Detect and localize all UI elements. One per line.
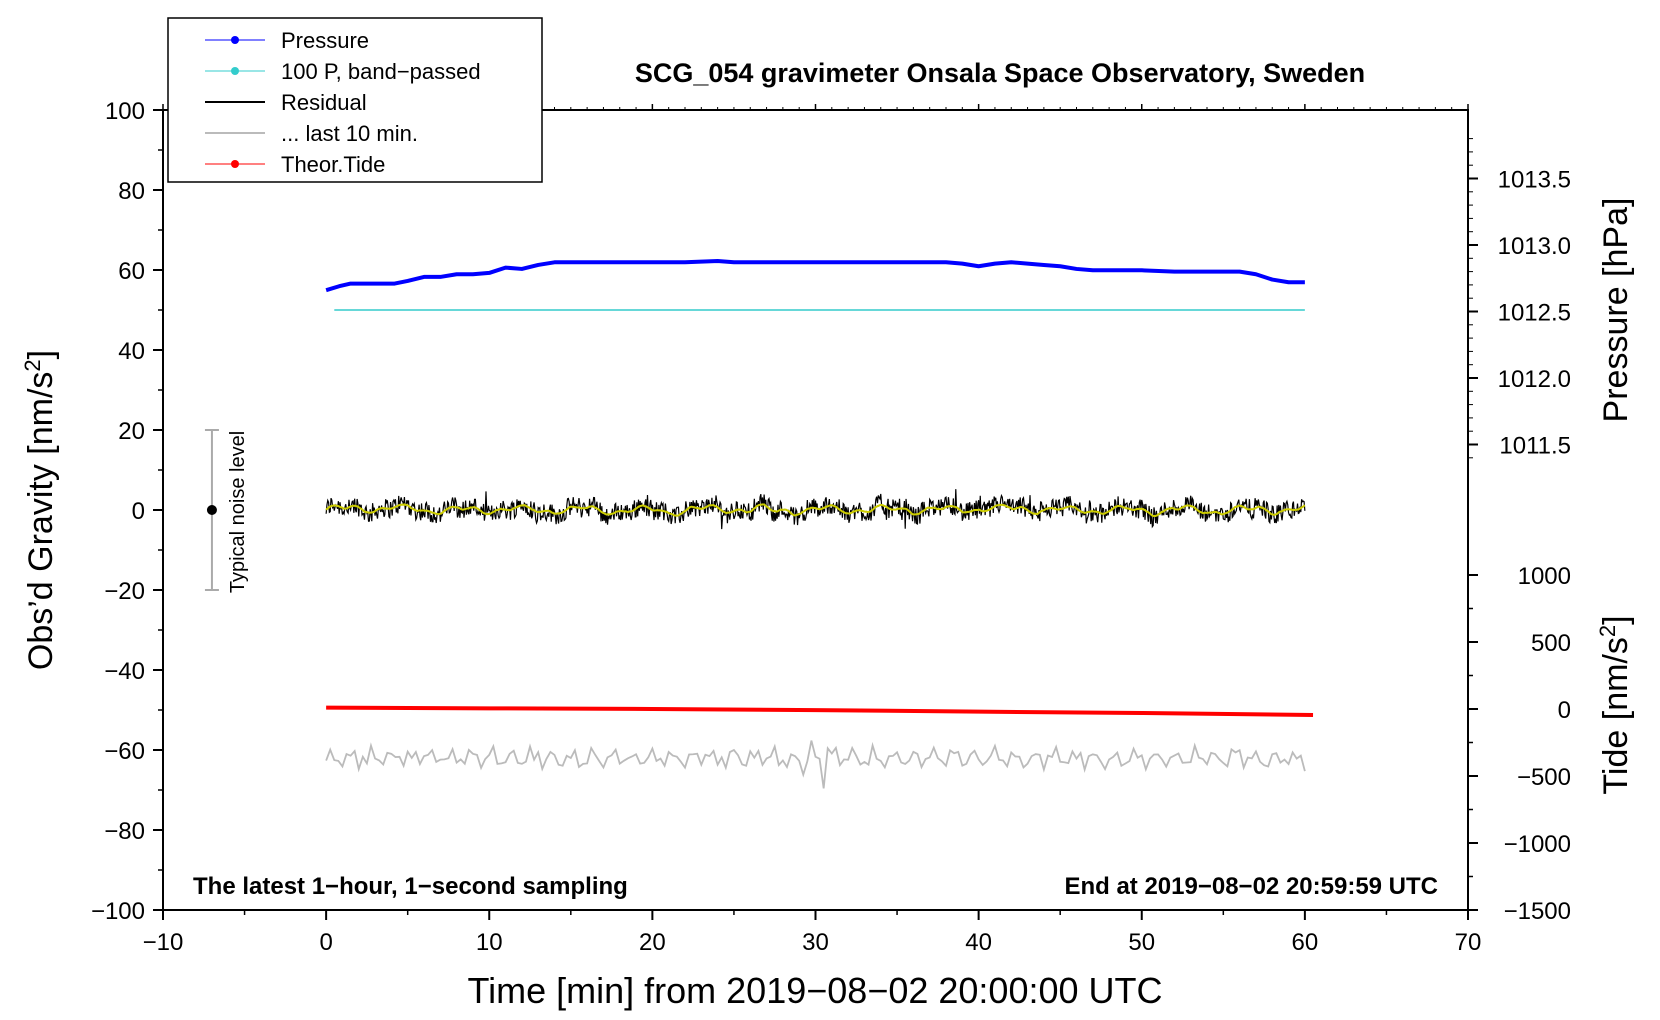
y-axis-label-sup: 2	[20, 359, 45, 371]
axis-ticks: −10 0 10 20 30 40 50 60 70−100−80−60−40−20020406…	[91, 98, 1571, 956]
legend-marker	[231, 36, 239, 44]
pressure-tick-label: 1011.5	[1499, 433, 1571, 460]
pressure-tick-label: 1013.5	[1498, 167, 1571, 194]
y-tick-label: 20	[118, 418, 145, 445]
y-tick-label: −80	[104, 818, 145, 845]
legend-marker	[231, 67, 239, 75]
x-tick-label: 40	[965, 929, 992, 956]
bottom-left-note: The latest 1−hour, 1−second sampling	[193, 873, 628, 900]
legend-box	[167, 17, 543, 183]
legend-items: Pressure 100 P, band−passed Residual ... la…	[205, 28, 481, 177]
y-tick-label: −60	[104, 738, 145, 765]
tide-tick-label: −500	[1517, 764, 1571, 791]
tide-tick-label: 1000	[1518, 563, 1571, 590]
noise-indicator: Typical noise level	[204, 429, 249, 593]
bottom-right-note: End at 2019−08−02 20:59:59 UTC	[1064, 873, 1438, 900]
y-tick-label: −40	[104, 658, 145, 685]
legend: Pressure 100 P, band−passed Residual ... la…	[167, 17, 543, 183]
x-tick-label: 20	[639, 929, 666, 956]
tide-tick-label: 500	[1531, 630, 1571, 657]
legend-label: ... last 10 min.	[281, 121, 418, 146]
series-last-10-min	[325, 740, 1306, 789]
tide-axis-label-end: ]	[1597, 615, 1635, 624]
pressure-tick-label: 1012.5	[1498, 300, 1571, 327]
series-residual	[325, 489, 1306, 530]
tide-axis-label: Tide [nm/s2]	[1595, 615, 1636, 794]
y-tick-label: 100	[105, 98, 145, 125]
series-theoretical-tide	[326, 705, 1314, 718]
x-axis-label: Time [min] from 2019−08−02 20:00:00 UTC	[467, 970, 1162, 1011]
x-tick-label: 10	[476, 929, 503, 956]
x-tick-label: −10	[143, 929, 184, 956]
y-tick-label: 0	[132, 498, 145, 525]
y-tick-label: −100	[91, 898, 145, 925]
legend-label: Residual	[281, 90, 367, 115]
legend-marker	[231, 160, 239, 168]
y-tick-label: 40	[118, 338, 145, 365]
pressure-tick-label: 1012.0	[1498, 366, 1571, 393]
noise-center-point	[206, 505, 217, 515]
y-axis-label-end: ]	[22, 350, 60, 359]
chart-title: SCG_054 gravimeter Onsala Space Observat…	[635, 58, 1365, 88]
series-pressure	[325, 258, 1305, 293]
tide-tick-label: 0	[1558, 697, 1571, 724]
x-tick-label: 30	[802, 929, 829, 956]
series-residual-smoothed	[325, 503, 1306, 518]
x-tick-label: 0	[319, 929, 332, 956]
x-tick-label: 70	[1455, 929, 1482, 956]
tide-axis-label-base: Tide [nm/s	[1597, 637, 1635, 794]
legend-label: Theor.Tide	[281, 152, 385, 177]
tide-tick-label: −1000	[1504, 831, 1571, 858]
x-tick-label: 50	[1128, 929, 1155, 956]
y-tick-label: 60	[118, 258, 145, 285]
y-axis-label-base: Obs’d Gravity [nm/s	[22, 372, 60, 671]
pressure-axis-label: Pressure [hPa]	[1597, 198, 1635, 423]
y-axis-label: Obs’d Gravity [nm/s2]	[20, 350, 61, 670]
noise-label: Typical noise level	[227, 431, 249, 593]
tide-tick-label: −1500	[1504, 898, 1571, 925]
x-tick-label: 60	[1292, 929, 1319, 956]
legend-label: Pressure	[281, 28, 369, 53]
pressure-tick-label: 1013.0	[1498, 233, 1571, 260]
legend-label: 100 P, band−passed	[281, 59, 481, 84]
data-series	[325, 258, 1314, 789]
y-tick-label: 80	[118, 178, 145, 205]
tide-axis-label-sup: 2	[1595, 625, 1620, 637]
y-tick-label: −20	[104, 578, 145, 605]
